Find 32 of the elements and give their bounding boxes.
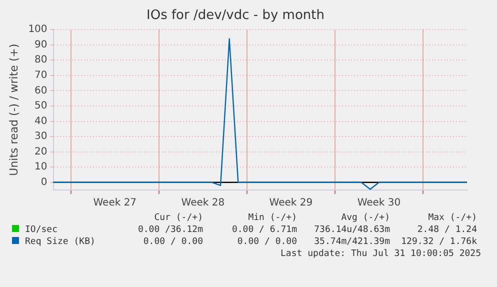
- y-axis-title: Units read (-) / write (+): [7, 44, 20, 176]
- text: Avg (-/+): [340, 212, 390, 224]
- text: Max (-/+): [427, 212, 477, 224]
- y-tick-label: 100: [28, 24, 48, 36]
- text: 2.48 / 1.24: [416, 224, 477, 236]
- text: 35.74m/421.39m: [313, 236, 390, 248]
- text: 0.00 /36.12m: [136, 224, 203, 236]
- text: Last update: Thu Jul 31 10:00:05 2025: [280, 248, 482, 260]
- x-tick-label: Week 29: [269, 198, 313, 209]
- y-tick-label: 10: [34, 162, 48, 173]
- legend-label: IO/sec: [25, 225, 58, 235]
- y-tick-label: 90: [34, 39, 48, 50]
- text: 129.32 / 1.76k: [400, 236, 477, 248]
- y-tick-label: 80: [34, 54, 48, 66]
- x-tick-label: Week 28: [181, 198, 225, 209]
- text: 0.00 / 0.00: [142, 236, 203, 248]
- y-tick-label: 50: [34, 100, 48, 112]
- x-tick-label: Week 30: [357, 198, 401, 209]
- text: 0.00 / 6.71m: [230, 224, 297, 236]
- y-tick-label: 0: [40, 176, 48, 188]
- y-tick-label: 60: [34, 85, 48, 96]
- text: Cur (-/+): [153, 212, 203, 224]
- chart-title: IOs for /dev/vdc - by month: [146, 8, 325, 24]
- text: Min (-/+): [247, 212, 297, 224]
- y-tick-label: 40: [34, 116, 48, 127]
- x-tick-label: Week 27: [93, 198, 137, 209]
- text: 0.00 / 0.00: [236, 236, 297, 248]
- text: 736.14u/48.63m: [313, 224, 390, 236]
- y-tick-label: 20: [34, 146, 48, 158]
- legend-label: Req Size (KB): [25, 237, 96, 247]
- y-tick-label: 70: [34, 70, 48, 82]
- y-tick-label: 30: [34, 131, 48, 142]
